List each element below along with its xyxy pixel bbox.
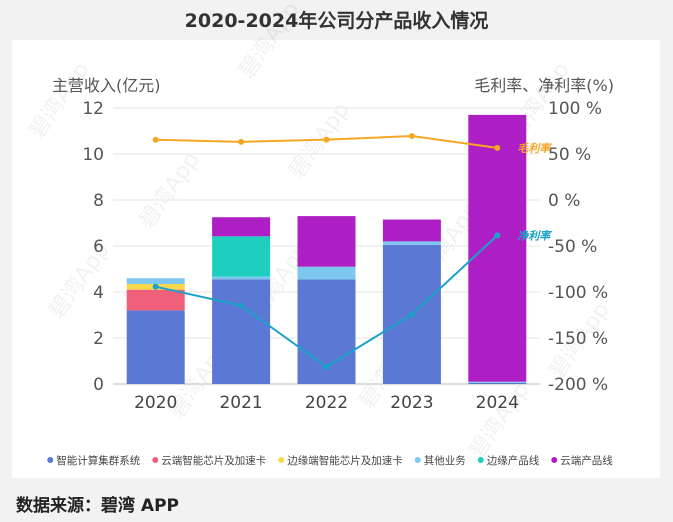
watermark-text: 碧湾App <box>234 0 304 83</box>
bar-segment <box>297 216 356 267</box>
bar-segment <box>212 217 271 237</box>
legend-marker <box>47 457 54 463</box>
legend: 智能计算集群系统 云端智能芯片及加速卡 边缘端智能芯片及加速卡 其他业务 边缘产品线 云端… <box>47 454 613 467</box>
left-tick-label: 4 <box>93 283 104 303</box>
right-axis-ticks: 100 % 50 % 0 % -50 % -100 % -150 % -200 % <box>548 99 608 395</box>
bar-segment <box>297 266 356 280</box>
right-tick-label: 50 % <box>548 145 591 165</box>
bar-segment <box>212 276 271 280</box>
left-tick-label: 0 <box>93 375 104 395</box>
x-tick-label: 2020 <box>134 393 177 413</box>
x-tick-label: 2021 <box>219 393 262 413</box>
line-point <box>152 283 159 290</box>
watermark-text: 碧湾App <box>464 378 534 464</box>
line-end-label: 净利率 <box>517 229 552 242</box>
x-tick-label: 2023 <box>390 393 433 413</box>
left-axis-title: 主营收入(亿元) <box>52 76 161 95</box>
legend-marker <box>414 457 421 463</box>
right-tick-label: 0 % <box>548 191 580 211</box>
watermark-text: 碧湾App <box>44 238 114 324</box>
bar-segment <box>212 279 271 384</box>
right-tick-label: -150 % <box>548 329 608 349</box>
chart-title: 2020-2024年公司分产品收入情况 <box>184 10 489 32</box>
right-axis-title: 毛利率、净利率(%) <box>474 76 614 95</box>
line-point <box>408 311 415 318</box>
right-tick-label: 100 % <box>548 99 602 119</box>
bar-segment <box>468 114 527 382</box>
bar-segment <box>126 310 185 384</box>
legend-marker <box>551 457 558 463</box>
left-tick-label: 6 <box>93 237 104 257</box>
left-tick-label: 8 <box>93 191 104 211</box>
right-tick-label: -100 % <box>548 283 608 303</box>
line-point <box>238 138 245 145</box>
bar-segment <box>382 219 441 242</box>
legend-label: 云端产品线 <box>560 454 613 467</box>
legend-marker <box>152 457 159 463</box>
left-tick-label: 2 <box>93 329 104 349</box>
legend-label: 边缘端智能芯片及加速卡 <box>287 454 403 467</box>
source-footer: 数据来源：碧湾 APP <box>16 496 179 516</box>
bar-segment <box>212 236 271 277</box>
line-end-label: 毛利率 <box>517 142 552 155</box>
left-axis-ticks: 0 2 4 6 8 10 12 <box>82 99 104 395</box>
legend-label: 智能计算集群系统 <box>56 454 140 467</box>
line-point <box>323 136 330 143</box>
legend-marker <box>278 457 285 463</box>
bar-segment <box>468 381 527 383</box>
bar-segment <box>468 382 527 384</box>
left-tick-label: 12 <box>82 99 104 119</box>
bar-segment <box>126 278 185 284</box>
legend-marker <box>477 457 484 463</box>
right-tick-label: -200 % <box>548 375 608 395</box>
line-point <box>408 133 415 140</box>
x-tick-label: 2024 <box>476 393 519 413</box>
legend-label: 其他业务 <box>424 454 466 467</box>
line-point <box>494 144 501 151</box>
x-tick-label: 2022 <box>305 393 348 413</box>
watermark-text: 碧湾App <box>134 148 204 234</box>
bar-segment <box>126 289 185 311</box>
line-point <box>494 232 501 239</box>
line-point <box>152 136 159 143</box>
legend-label: 云端智能芯片及加速卡 <box>161 454 266 467</box>
line-point <box>323 363 330 370</box>
line-point <box>238 302 245 309</box>
left-tick-label: 10 <box>82 145 104 165</box>
bar-segment <box>382 241 441 245</box>
right-tick-label: -50 % <box>548 237 597 257</box>
legend-label: 边缘产品线 <box>487 454 540 467</box>
x-axis-ticks: 2020 2021 2022 2023 2024 <box>134 393 519 413</box>
